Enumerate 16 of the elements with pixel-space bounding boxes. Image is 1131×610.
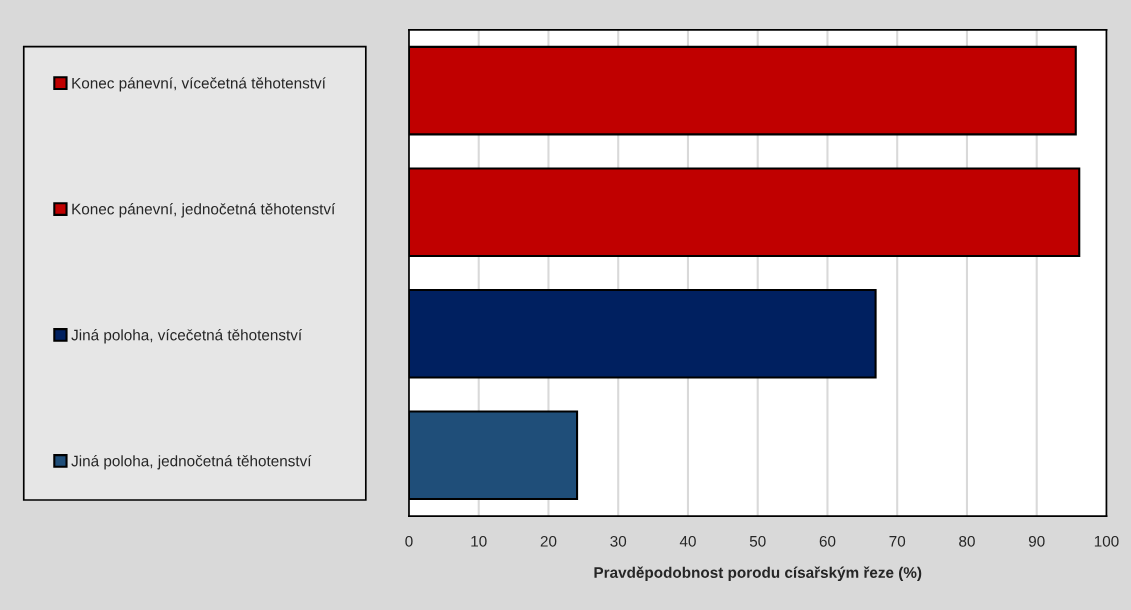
x-tick-label: 10	[471, 535, 487, 547]
x-axis-title: Pravděpodobnost porodu císařským řeze (%)	[594, 566, 922, 581]
legend-label: Jiná poloha, vícečetná těhotenství	[71, 329, 303, 344]
x-tick-label: 70	[889, 535, 906, 547]
legend-label: Konec pánevní, jednočetná těhotenství	[72, 203, 336, 218]
legend-label: Jiná poloha, jednočetná těhotenství	[71, 454, 312, 470]
x-tick-label: 60	[819, 535, 836, 547]
x-tick-label: 90	[1028, 535, 1045, 547]
legend-label: Konec pánevní, vícečetná těhotenství	[72, 77, 326, 92]
x-tick-label: 20	[540, 535, 557, 547]
x-tick-label: 100	[1094, 535, 1119, 547]
x-tick-label: 50	[749, 535, 766, 547]
x-tick-label: 80	[959, 535, 975, 547]
x-tick-label: 40	[679, 535, 696, 547]
x-tick-label: 30	[610, 535, 627, 547]
x-tick-label: 0	[405, 535, 413, 547]
